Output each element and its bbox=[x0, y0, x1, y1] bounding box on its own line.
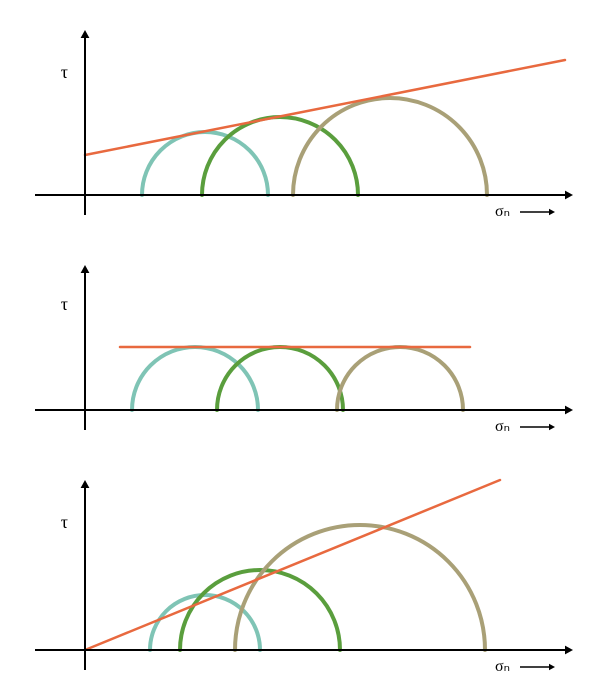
panel-middle: σₙ τ bbox=[0, 255, 600, 445]
panel-top: σₙ τ bbox=[0, 20, 600, 230]
mohr-circle-1 bbox=[142, 132, 268, 195]
y-axis-label: τ bbox=[61, 294, 68, 314]
y-axis-label: τ bbox=[61, 62, 68, 82]
failure-envelope-line bbox=[85, 60, 565, 155]
mohr-circle-1 bbox=[132, 347, 258, 410]
mohr-circle-2 bbox=[217, 347, 343, 410]
mohr-circle-3 bbox=[337, 347, 463, 410]
failure-envelope-line bbox=[85, 480, 500, 650]
mohr-circle-3 bbox=[235, 525, 485, 650]
x-axis-label: σₙ bbox=[495, 418, 510, 435]
panel-bottom: σₙ τ bbox=[0, 470, 600, 685]
y-axis-label: τ bbox=[61, 512, 68, 532]
figure-container: σₙ τ σₙ τ σₙ τ bbox=[0, 0, 600, 700]
x-axis-label: σₙ bbox=[495, 658, 510, 675]
mohr-circle-3 bbox=[293, 98, 487, 195]
x-axis-label: σₙ bbox=[495, 203, 510, 220]
mohr-circle-2 bbox=[202, 117, 358, 195]
